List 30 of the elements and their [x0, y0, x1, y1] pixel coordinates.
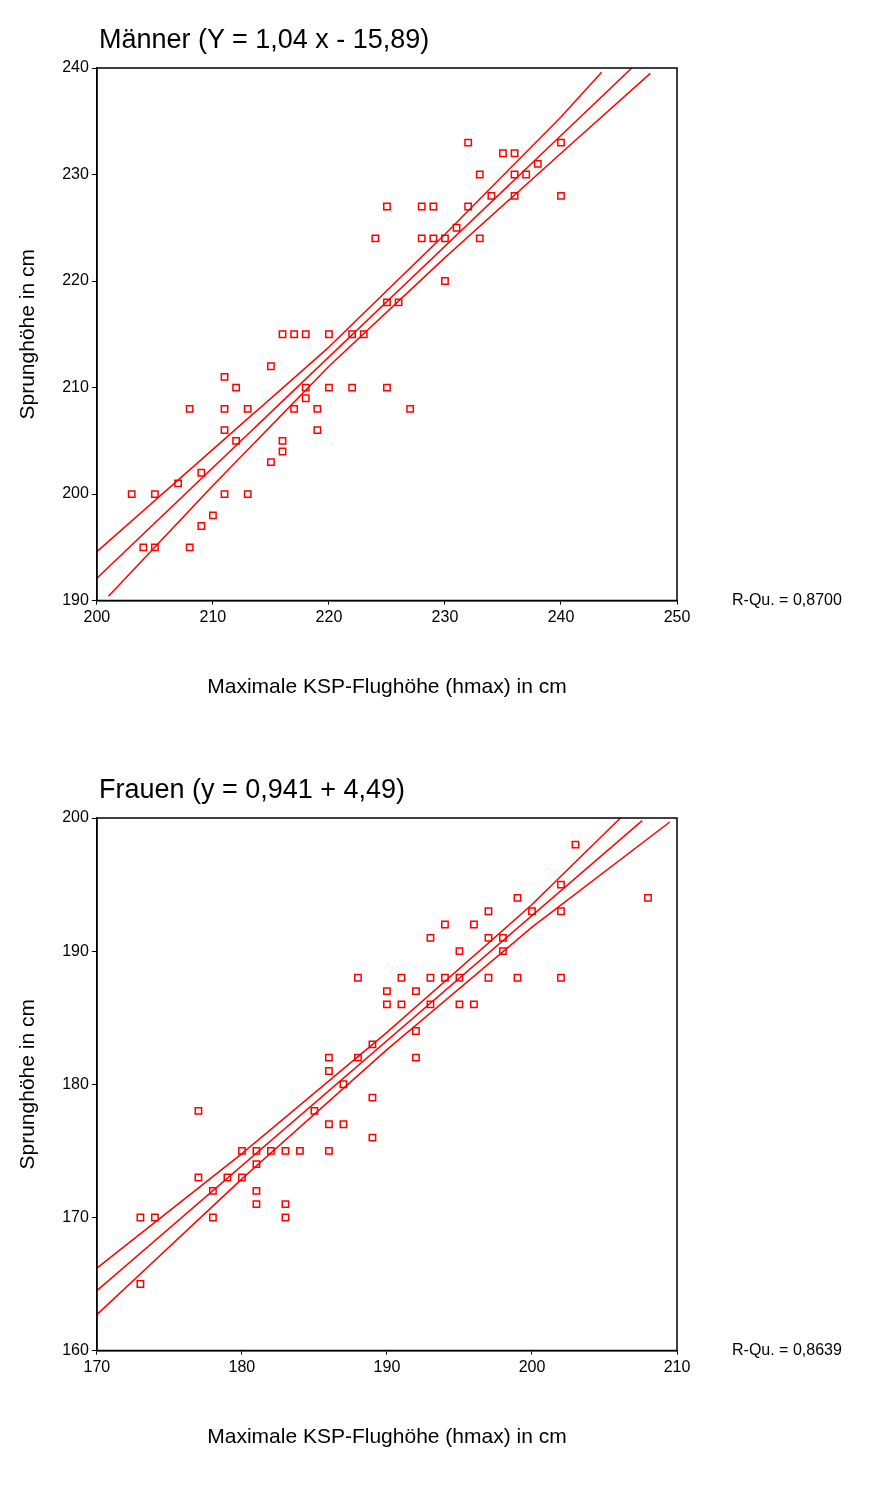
y-tick-label: 160 [62, 1341, 89, 1359]
x-tick-label: 220 [315, 607, 343, 625]
text: R-Qu. = 0,8700 [732, 591, 842, 609]
chart-title: Männer (Y = 1,04 x - 15,89) [98, 24, 430, 54]
x-tick-label: 210 [199, 607, 227, 625]
x-tick-label: 240 [547, 607, 575, 625]
y-tick-label: 230 [62, 164, 89, 182]
x-axis-title: Maximale KSP-Flughöhe (hmax) in cm [207, 1424, 567, 1448]
y-tick-label: 200 [62, 808, 89, 826]
y-axis-title: Sprunghöhe in cm [15, 999, 39, 1170]
x-tick-label: 210 [663, 1357, 691, 1375]
x-tick-label: 180 [228, 1357, 256, 1375]
x-tick-label: 190 [373, 1357, 401, 1375]
x-tick-label: 250 [663, 607, 691, 625]
text: R-Qu. = 0,8639 [732, 1341, 842, 1359]
x-tick-label: 170 [83, 1357, 111, 1375]
x-tick-label: 200 [518, 1357, 546, 1375]
y-tick-label: 190 [62, 591, 89, 609]
x-tick-label: 230 [431, 607, 459, 625]
y-axis-title: Sprunghöhe in cm [15, 249, 39, 420]
y-tick-label: 220 [62, 271, 89, 289]
x-tick-label: 200 [83, 607, 111, 625]
y-tick-label: 190 [62, 941, 89, 959]
y-tick-label: 200 [62, 484, 89, 502]
y-tick-label: 240 [62, 58, 89, 76]
y-tick-label: 170 [62, 1207, 89, 1225]
y-tick-label: 210 [62, 377, 89, 395]
y-tick-label: 180 [62, 1074, 89, 1092]
x-axis-title: Maximale KSP-Flughöhe (hmax) in cm [207, 674, 567, 698]
chart-title: Frauen (y = 0,941 + 4,49) [98, 774, 406, 804]
